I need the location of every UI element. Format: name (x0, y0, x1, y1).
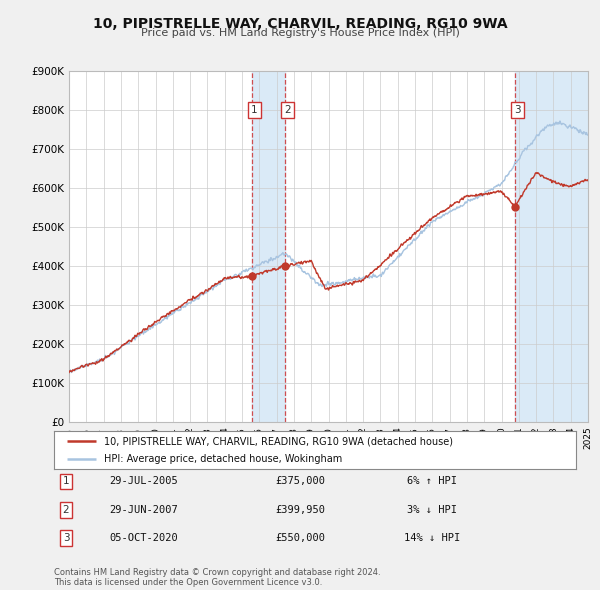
Text: 29-JUN-2007: 29-JUN-2007 (110, 505, 178, 514)
Text: 2: 2 (284, 105, 291, 115)
Text: 10, PIPISTRELLE WAY, CHARVIL, READING, RG10 9WA: 10, PIPISTRELLE WAY, CHARVIL, READING, R… (92, 17, 508, 31)
Text: Price paid vs. HM Land Registry's House Price Index (HPI): Price paid vs. HM Land Registry's House … (140, 28, 460, 38)
Text: £399,950: £399,950 (275, 505, 325, 514)
Text: 2: 2 (62, 505, 70, 514)
Text: 6% ↑ HPI: 6% ↑ HPI (407, 477, 457, 486)
Text: 1: 1 (251, 105, 258, 115)
Text: 10, PIPISTRELLE WAY, CHARVIL, READING, RG10 9WA (detached house): 10, PIPISTRELLE WAY, CHARVIL, READING, R… (104, 437, 452, 447)
Text: 14% ↓ HPI: 14% ↓ HPI (404, 533, 460, 543)
Text: 05-OCT-2020: 05-OCT-2020 (110, 533, 178, 543)
Text: 3% ↓ HPI: 3% ↓ HPI (407, 505, 457, 514)
Bar (515, 71, 596, 422)
Text: Contains HM Land Registry data © Crown copyright and database right 2024.
This d: Contains HM Land Registry data © Crown c… (54, 568, 380, 587)
Text: £375,000: £375,000 (275, 477, 325, 486)
Text: 29-JUL-2005: 29-JUL-2005 (110, 477, 178, 486)
Text: HPI: Average price, detached house, Wokingham: HPI: Average price, detached house, Woki… (104, 454, 342, 464)
Text: 1: 1 (62, 477, 70, 486)
Bar (252, 71, 285, 422)
Text: £550,000: £550,000 (275, 533, 325, 543)
Text: 3: 3 (62, 533, 70, 543)
Text: 3: 3 (514, 105, 521, 115)
